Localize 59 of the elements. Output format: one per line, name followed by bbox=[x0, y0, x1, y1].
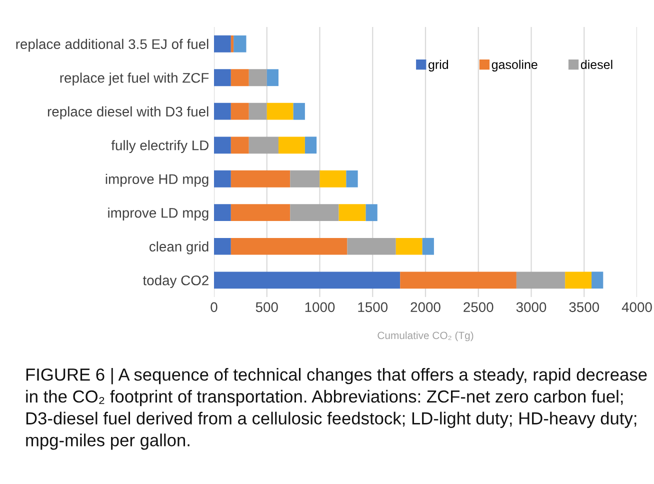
x-tick-label: 1500 bbox=[358, 302, 388, 312]
legend-label: gasoline bbox=[492, 60, 538, 72]
bar bbox=[248, 69, 267, 86]
bar bbox=[346, 170, 358, 188]
y-tick-label: improve LD mpg bbox=[108, 208, 208, 221]
legend-label: grid bbox=[428, 60, 448, 72]
x-tick-label: 3000 bbox=[516, 302, 546, 312]
bar bbox=[396, 238, 422, 255]
bar bbox=[320, 170, 346, 188]
bar bbox=[278, 136, 305, 154]
x-tick-label: 2000 bbox=[410, 302, 440, 312]
y-tick-label: replace additional 3.5 EJ of fuel bbox=[16, 38, 208, 52]
bar bbox=[214, 204, 231, 222]
bar bbox=[214, 102, 231, 120]
bar bbox=[516, 272, 566, 289]
bar bbox=[214, 136, 231, 154]
y-tick-label: replace diesel with D3 fuel bbox=[48, 106, 208, 120]
bar bbox=[214, 69, 231, 86]
bar bbox=[304, 136, 317, 154]
y-tick-label: today CO2 bbox=[142, 275, 208, 288]
x-tick-label: 0 bbox=[210, 302, 218, 312]
bar bbox=[293, 102, 305, 120]
bar bbox=[214, 170, 231, 188]
bar bbox=[234, 35, 246, 52]
bar bbox=[230, 69, 249, 86]
x-tick-label: 2500 bbox=[464, 302, 494, 312]
x-axis-title: Cumulative CO₂ (Tg) bbox=[378, 331, 474, 342]
bar bbox=[214, 272, 400, 289]
bar bbox=[248, 102, 267, 120]
bar bbox=[266, 102, 294, 120]
x-tick-label: 3500 bbox=[569, 302, 600, 312]
bar bbox=[290, 204, 339, 222]
bar bbox=[248, 136, 279, 154]
y-tick-label: replace jet fuel with ZCF bbox=[60, 72, 209, 86]
bar bbox=[266, 69, 279, 86]
bar bbox=[347, 238, 396, 255]
bar bbox=[400, 272, 516, 289]
caption: FIGURE 6 | A sequence of technical changes that offers a steady, rapid decrease in the CO₂ footprint of transportation. Abbreviations: ZCF-net zero carbon fuel; D3-diesel fuel derived from a cellulosic feedstock; LD-light duty; HD-heavy duty; mpg-miles per gallon. bbox=[26, 368, 647, 450]
bar bbox=[290, 170, 320, 188]
y-tick-label: improve HD mpg bbox=[106, 174, 208, 187]
bar bbox=[366, 204, 378, 222]
x-tick-label: 500 bbox=[256, 302, 278, 312]
y-tick-label: clean grid bbox=[150, 241, 208, 254]
bar bbox=[592, 272, 604, 289]
bar bbox=[230, 170, 290, 188]
x-tick-label: 1000 bbox=[305, 302, 335, 312]
bar bbox=[230, 35, 234, 52]
legend-label: diesel bbox=[580, 60, 612, 70]
y-tick-label: fully electrify LD bbox=[111, 140, 208, 154]
x-tick-label: 4000 bbox=[622, 302, 652, 312]
bar bbox=[230, 136, 249, 154]
bar bbox=[565, 272, 592, 289]
bar bbox=[230, 204, 290, 222]
bar bbox=[214, 35, 231, 52]
bar bbox=[230, 238, 348, 255]
bar bbox=[214, 238, 231, 255]
bar bbox=[338, 204, 366, 222]
bar bbox=[422, 238, 434, 255]
bar bbox=[230, 102, 249, 120]
